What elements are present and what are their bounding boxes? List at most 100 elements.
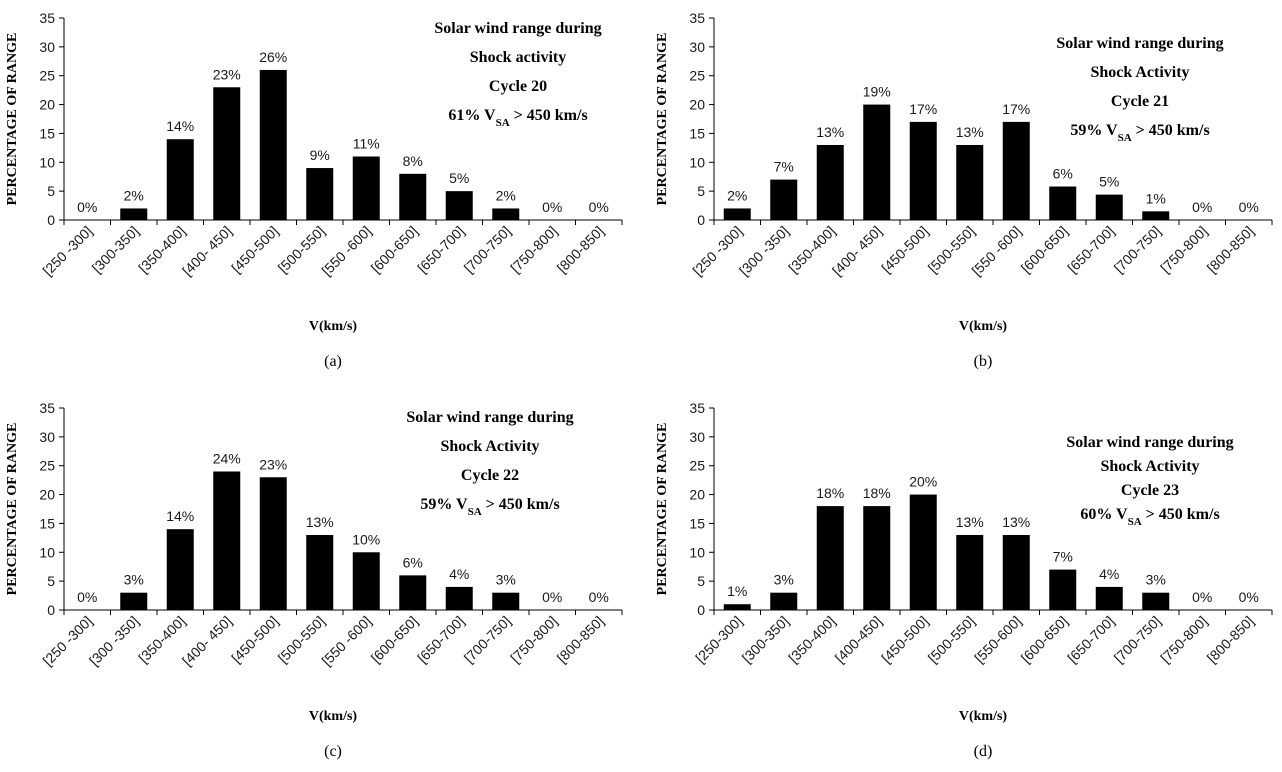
bar (816, 506, 844, 610)
bar (1095, 194, 1123, 220)
x-tick-label: [250 -300] (39, 223, 95, 279)
bar-chart: 0 5 10 15 20 25 30 35 0% [250 -300] 2% [300-350] 14%… (5, 10, 623, 370)
annotation-line: Solar wind range during (1066, 434, 1233, 451)
x-tick-label: [650-700] (1064, 223, 1117, 276)
y-tick-label: 25 (689, 68, 705, 84)
data-label: 7% (774, 159, 794, 175)
x-tick-label: [550 -600] (968, 223, 1024, 279)
x-axis-title: V(km/s) (309, 709, 358, 724)
x-tick-label: [300 -350] (86, 613, 142, 669)
subfigure-label: (d) (974, 743, 993, 760)
bar (863, 104, 891, 220)
data-label: 5% (1099, 174, 1119, 190)
data-label: 20% (909, 474, 937, 490)
y-tick-label: 0 (697, 212, 705, 228)
y-tick-label: 30 (689, 39, 705, 55)
y-tick-label: 35 (689, 400, 705, 416)
bar (1142, 592, 1170, 610)
annotation-line: Cycle 20 (489, 78, 547, 95)
data-label: 2% (124, 187, 144, 203)
bar (166, 139, 194, 220)
y-tick-label: 15 (39, 515, 55, 531)
bar (445, 586, 473, 610)
data-label: 0% (1192, 199, 1212, 215)
data-label: 13% (1002, 514, 1030, 530)
x-tick-label: [250 -300] (39, 613, 95, 669)
x-tick-label: [550-600] (971, 613, 1024, 666)
data-label: 1% (1146, 190, 1166, 206)
data-label: 23% (213, 66, 241, 82)
y-tick-label: 15 (689, 515, 705, 531)
data-label: 3% (124, 572, 144, 588)
x-tick-label: [650-700] (414, 223, 467, 276)
x-tick-label: [450-500] (878, 613, 931, 666)
x-tick-label: [700-750] (1111, 613, 1164, 666)
x-tick-label: [250 -300] (689, 223, 745, 279)
data-label: 14% (166, 508, 194, 524)
bar (120, 592, 148, 610)
x-tick-label: [550 -600] (318, 613, 374, 669)
x-tick-label: [300-350] (739, 613, 792, 666)
data-label: 0% (589, 589, 609, 605)
bar (956, 534, 984, 610)
bar-chart: 0 5 10 15 20 25 30 35 2% [250 -300] 7% [300 -350] 13… (655, 10, 1273, 370)
y-tick-label: 5 (47, 183, 55, 199)
x-tick-label: [600-650] (1018, 223, 1071, 276)
bar (1002, 121, 1030, 220)
annotation-stat: 60% VSA > 450 km/s (1080, 506, 1219, 528)
x-tick-label: [650-700] (1064, 613, 1117, 666)
annotation-line: Solar wind range during (406, 409, 573, 426)
bar (1002, 534, 1030, 610)
data-label: 13% (956, 514, 984, 530)
annotation-stat: 59% VSA > 450 km/s (1070, 122, 1209, 144)
bar (956, 144, 984, 220)
data-label: 6% (403, 554, 423, 570)
x-axis-title: V(km/s) (959, 709, 1008, 724)
y-tick-label: 5 (697, 573, 705, 589)
data-label: 17% (909, 101, 937, 117)
x-tick-label: [450-500] (228, 223, 281, 276)
data-label: 5% (449, 170, 469, 186)
bar (909, 121, 937, 220)
data-label: 10% (352, 531, 380, 547)
annotation-line: Solar wind range during (1056, 35, 1223, 52)
bar (213, 87, 241, 220)
chart-panel-c: 0 5 10 15 20 25 30 35 0% [250 -300] 3% [300 -350] 14… (0, 390, 641, 772)
x-tick-label: [550 -600] (318, 223, 374, 279)
bar (166, 529, 194, 610)
y-axis-title: PERCENTAGE OF RANGE (5, 33, 20, 206)
y-axis-title: PERCENTAGE OF RANGE (655, 33, 670, 206)
x-tick-label: [300 -350] (736, 223, 792, 279)
bar (306, 168, 334, 220)
x-tick-label: [800-850] (1204, 613, 1257, 666)
y-tick-label: 0 (697, 602, 705, 618)
data-label: 13% (956, 124, 984, 140)
y-tick-label: 0 (47, 602, 55, 618)
x-tick-label: [600-650] (1018, 613, 1071, 666)
x-tick-label: [300-350] (89, 223, 142, 276)
data-label: 0% (1239, 199, 1259, 215)
data-label: 0% (589, 199, 609, 215)
data-label: 0% (77, 589, 97, 605)
x-tick-label: [400-450] (832, 613, 885, 666)
x-tick-label: [700-750] (1111, 223, 1164, 276)
data-label: 13% (306, 514, 334, 530)
x-tick-label: [750-800] (507, 613, 560, 666)
data-label: 6% (1053, 166, 1073, 182)
bar (399, 173, 427, 220)
y-tick-label: 35 (39, 10, 55, 26)
y-tick-label: 10 (689, 154, 705, 170)
y-axis-title: PERCENTAGE OF RANGE (5, 423, 20, 596)
x-tick-label: [750-800] (507, 223, 560, 276)
data-label: 0% (542, 199, 562, 215)
data-label: 14% (166, 118, 194, 134)
x-tick-label: [600-650] (368, 223, 421, 276)
bar (723, 208, 751, 220)
bar (492, 592, 520, 610)
x-tick-label: [450-500] (228, 613, 281, 666)
data-label: 24% (213, 450, 241, 466)
x-tick-label: [650-700] (414, 613, 467, 666)
y-tick-label: 15 (39, 125, 55, 141)
annotation-line: Cycle 23 (1121, 482, 1179, 499)
